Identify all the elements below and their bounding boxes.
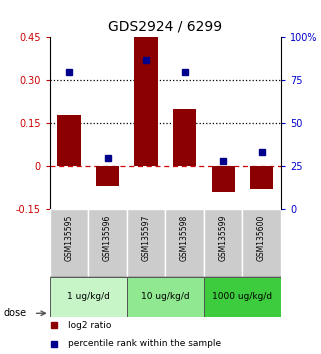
Text: GSM135599: GSM135599: [219, 215, 228, 261]
Text: 1000 ug/kg/d: 1000 ug/kg/d: [212, 292, 273, 301]
Text: log2 ratio: log2 ratio: [68, 321, 112, 330]
Text: GSM135598: GSM135598: [180, 215, 189, 261]
Bar: [204, 209, 242, 277]
Bar: [50, 277, 127, 317]
Text: GDS2924 / 6299: GDS2924 / 6299: [108, 19, 222, 34]
Bar: [250, 166, 273, 189]
Bar: [127, 209, 165, 277]
Bar: [134, 37, 158, 166]
Text: GSM135600: GSM135600: [257, 215, 266, 261]
Text: GSM135597: GSM135597: [142, 215, 151, 261]
Bar: [165, 209, 204, 277]
Bar: [212, 166, 235, 192]
Bar: [173, 109, 196, 166]
Bar: [96, 166, 119, 186]
Bar: [50, 209, 88, 277]
Bar: [204, 277, 281, 317]
Text: 10 ug/kg/d: 10 ug/kg/d: [141, 292, 190, 301]
Bar: [242, 209, 281, 277]
Text: GSM135596: GSM135596: [103, 215, 112, 261]
Text: percentile rank within the sample: percentile rank within the sample: [68, 339, 221, 348]
Text: 1 ug/kg/d: 1 ug/kg/d: [67, 292, 110, 301]
Bar: [88, 209, 127, 277]
Text: dose: dose: [3, 308, 26, 318]
Text: GSM135595: GSM135595: [65, 215, 74, 261]
Bar: [57, 115, 81, 166]
Bar: [127, 277, 204, 317]
